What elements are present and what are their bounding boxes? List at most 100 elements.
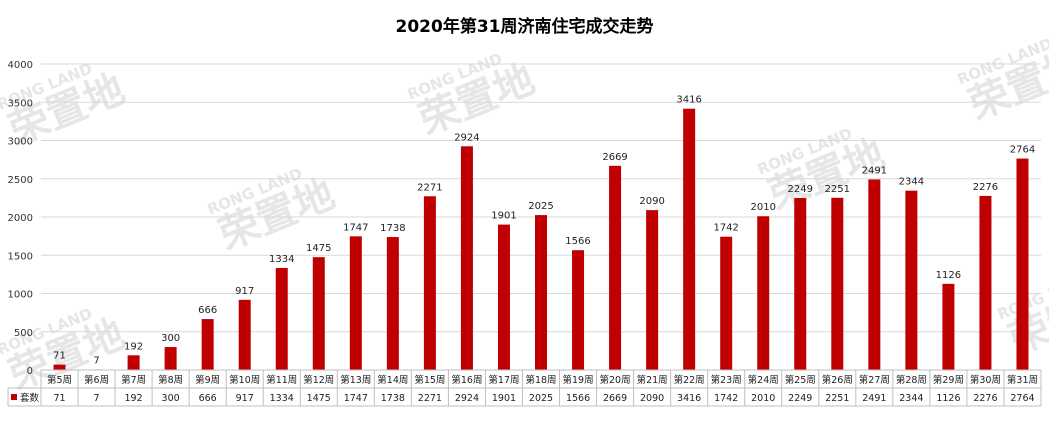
table-cell: 666	[199, 393, 217, 404]
table-cell: 300	[162, 393, 180, 404]
data-label: 1738	[380, 223, 405, 234]
bar	[535, 215, 547, 370]
table-cell: 2924	[455, 393, 479, 404]
data-label: 2249	[788, 184, 813, 195]
table-cell: 1334	[270, 393, 294, 404]
table-cell: 2271	[418, 393, 442, 404]
y-axis-ticks: 0 500 1000 1500 2000 2500 3000 3500 4000	[8, 60, 33, 377]
bar	[386, 237, 399, 370]
data-label: 300	[161, 333, 180, 344]
y-tick-label: 1000	[8, 290, 33, 301]
data-label: 1742	[713, 223, 738, 234]
bar	[497, 224, 510, 370]
x-tick-label: 第28周	[896, 374, 927, 386]
table-cell: 1742	[714, 393, 738, 404]
data-label: 2764	[1010, 145, 1035, 156]
x-tick-label: 第20周	[600, 374, 631, 386]
data-label: 3416	[676, 95, 701, 106]
data-label: 1475	[306, 243, 331, 254]
bar	[905, 190, 918, 370]
bar	[979, 195, 992, 370]
x-tick-label: 第14周	[377, 374, 408, 386]
data-labels: 71 7 192 300 666 917 1334 1475 1747 1738 2271 2924 1…	[53, 95, 1035, 367]
bar	[609, 165, 622, 370]
data-label: 2090	[639, 196, 664, 207]
table-cell: 192	[125, 393, 143, 404]
table-cell: 7	[94, 393, 100, 404]
data-label: 2251	[825, 184, 850, 195]
table-cell: 2251	[825, 393, 849, 404]
table-cell: 917	[236, 393, 254, 404]
data-label: 2491	[862, 165, 887, 176]
table-cell: 1126	[936, 393, 960, 404]
x-tick-label: 第5周	[47, 374, 72, 386]
y-tick-label: 2000	[8, 213, 33, 224]
data-label: 1334	[269, 254, 294, 265]
x-tick-label: 第15周	[414, 374, 445, 386]
x-tick-label: 第6周	[84, 374, 109, 386]
bar	[572, 250, 585, 370]
data-label: 1566	[565, 236, 590, 247]
data-label: 1901	[491, 211, 516, 222]
data-label: 7	[93, 355, 99, 366]
x-tick-label: 第8周	[158, 374, 183, 386]
x-tick-label: 第27周	[859, 374, 890, 386]
table-cell: 1475	[307, 393, 331, 404]
x-tick-label: 第16周	[451, 374, 482, 386]
table-cell: 2276	[973, 393, 997, 404]
data-label: 1747	[343, 222, 368, 233]
y-tick-label: 0	[27, 366, 33, 377]
table-cell: 71	[53, 393, 65, 404]
bar	[460, 146, 473, 370]
y-tick-label: 1500	[8, 251, 33, 262]
data-label: 2669	[602, 152, 627, 163]
x-tick-label: 第21周	[637, 374, 668, 386]
y-tick-label: 500	[14, 328, 33, 339]
chart-title: 2020年第31周济南住宅成交走势	[396, 16, 654, 37]
x-tick-label: 第30周	[970, 374, 1001, 386]
x-tick-label: 第22周	[674, 374, 705, 386]
data-label: 1126	[936, 270, 961, 281]
bar	[312, 257, 325, 370]
bar	[868, 179, 881, 370]
y-tick-label: 3000	[8, 137, 33, 148]
table-cell: 2025	[529, 393, 553, 404]
data-label: 917	[235, 286, 254, 297]
legend-swatch	[11, 394, 17, 400]
data-label: 2276	[973, 182, 998, 193]
bar	[831, 197, 844, 370]
x-tick-label: 第11周	[266, 374, 297, 386]
data-table: 第5周 71 第6周 7 第7周 192 第8周 300 第9周 666 第10周 917 第11周 13…	[7, 369, 1042, 407]
bar	[757, 216, 770, 370]
table-cell: 2344	[899, 393, 923, 404]
data-label: 666	[198, 305, 217, 316]
data-label: 2924	[454, 132, 479, 143]
bar	[238, 299, 251, 370]
data-label: 71	[53, 351, 66, 362]
legend-label: 套数	[20, 392, 40, 404]
bar	[942, 283, 955, 370]
table-cell: 2491	[862, 393, 886, 404]
bar	[349, 236, 362, 370]
bar	[1016, 158, 1029, 370]
bars	[53, 108, 1029, 371]
x-tick-label: 第13周	[340, 374, 371, 386]
x-tick-label: 第23周	[711, 374, 742, 386]
table-cell: 2764	[1010, 393, 1034, 404]
bar	[646, 210, 659, 370]
data-label: 2025	[528, 201, 553, 212]
bar	[423, 196, 436, 370]
table-cell: 2090	[640, 393, 664, 404]
x-tick-label: 第24周	[748, 374, 779, 386]
data-label: 2344	[899, 177, 924, 188]
bar	[53, 364, 66, 370]
data-label: 2010	[750, 202, 775, 213]
y-tick-label: 2500	[8, 175, 33, 186]
x-tick-label: 第18周	[525, 374, 556, 386]
bar	[683, 108, 696, 371]
